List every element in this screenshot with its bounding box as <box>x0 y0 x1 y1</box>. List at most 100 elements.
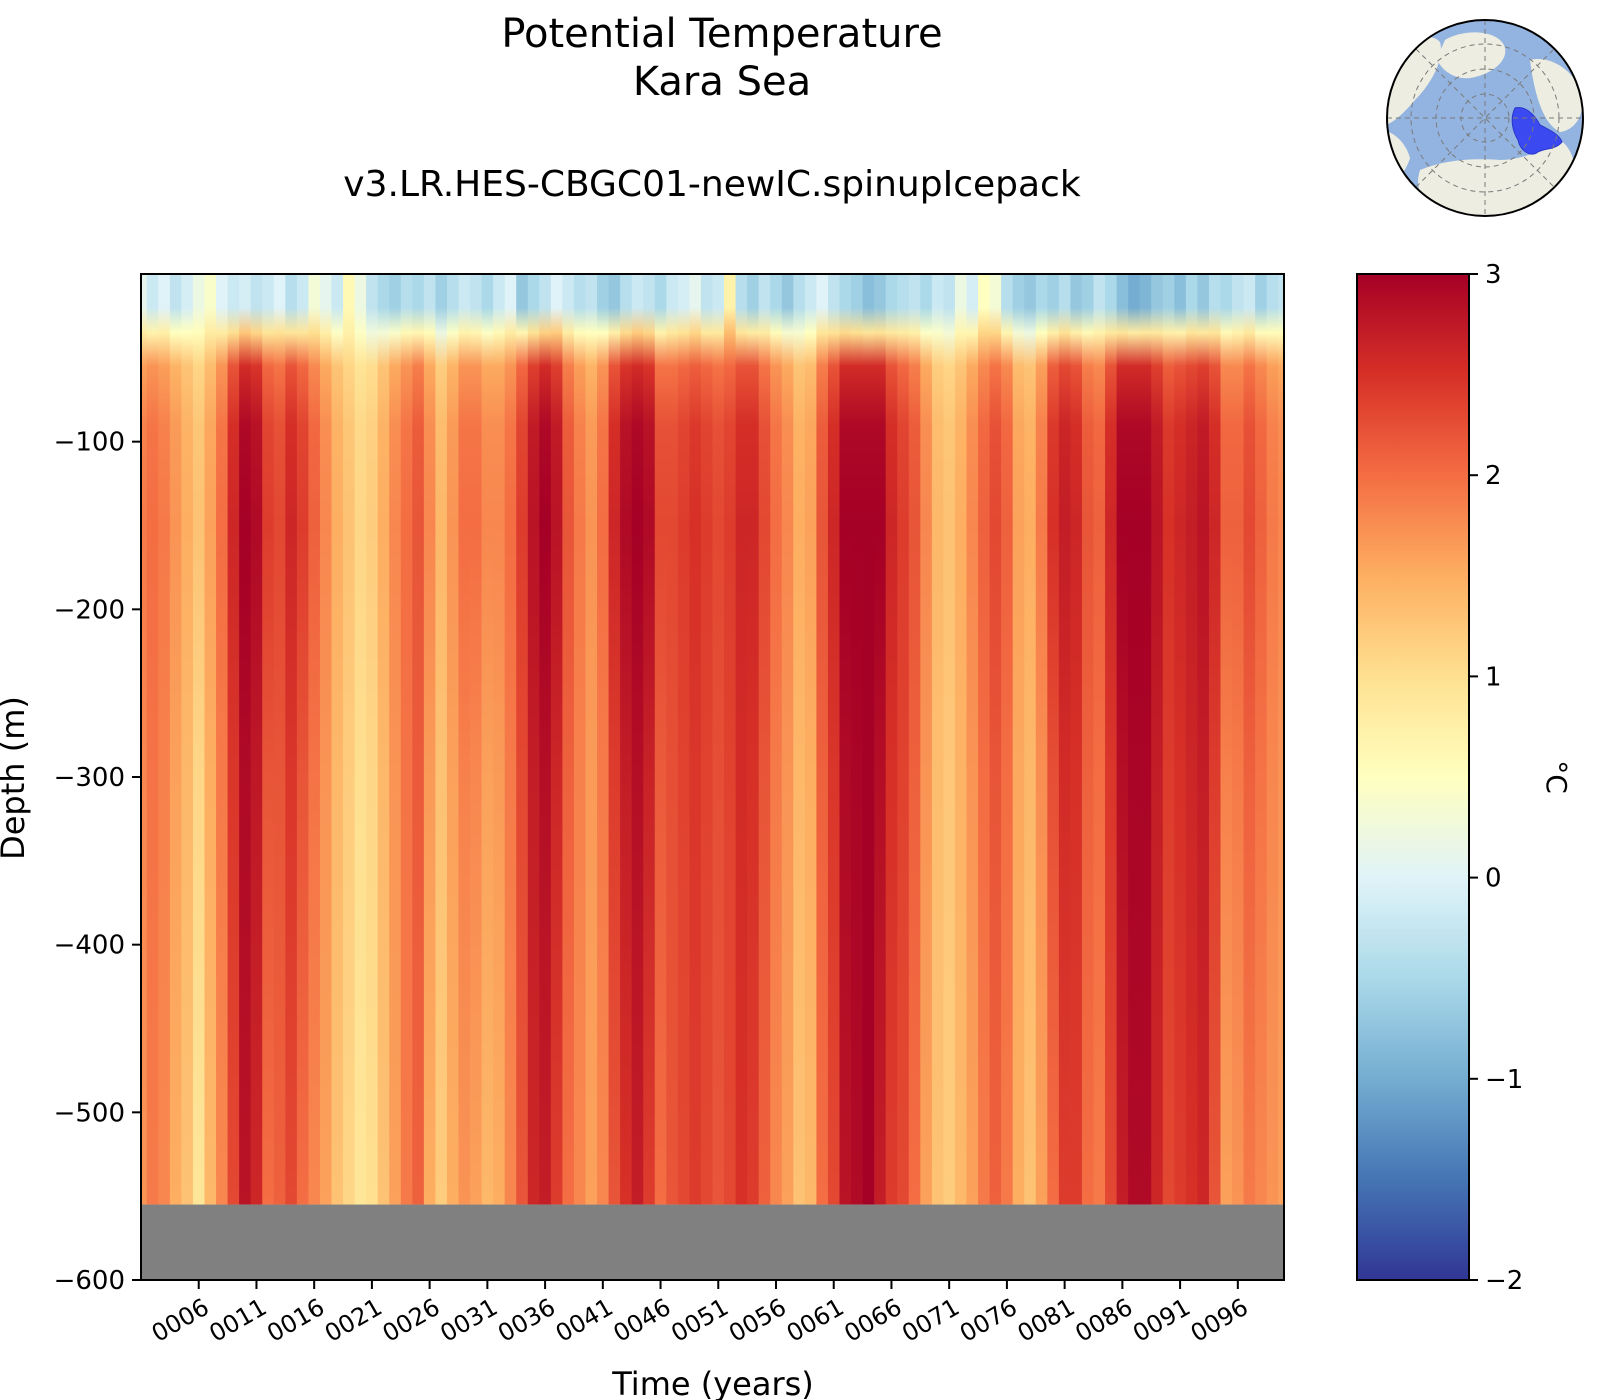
heatmap-column <box>1081 274 1095 1205</box>
map-region-kara-sea <box>1511 106 1563 155</box>
x-tick-label: 0021 <box>320 1293 387 1348</box>
heatmap-column <box>1035 274 1048 1205</box>
map-border <box>1386 19 1584 217</box>
heatmap-column <box>966 274 979 1205</box>
heatmap-column <box>1255 274 1268 1205</box>
colorbar <box>1356 273 1470 1281</box>
x-axis-label: Time (years) <box>611 1365 814 1400</box>
heatmap-column <box>458 274 471 1205</box>
heatmap-column <box>631 274 644 1205</box>
heatmap-column <box>1024 274 1037 1205</box>
heatmap-column <box>1001 274 1014 1205</box>
heatmap-column <box>712 274 725 1205</box>
y-tick-label: −300 <box>54 763 125 793</box>
heatmap-column <box>1139 274 1152 1205</box>
colorbar-axis: 3 2 1 0 −1 −2 <box>1469 260 1523 1296</box>
heatmap-column <box>1116 274 1129 1205</box>
heatmap-column <box>597 274 610 1205</box>
heatmap-column <box>412 274 425 1205</box>
heatmap-column <box>816 274 829 1205</box>
heatmap-column <box>527 274 540 1205</box>
y-tick-label: −100 <box>54 428 125 458</box>
heatmap-area <box>141 274 1284 1205</box>
heatmap-column <box>435 274 448 1205</box>
heatmap-column <box>839 274 852 1205</box>
colorbar-tick-label: 0 <box>1485 864 1502 894</box>
heatmap-column <box>204 274 217 1205</box>
heatmap-column <box>169 274 183 1205</box>
heatmap-column <box>273 274 286 1205</box>
x-tick-label: 0061 <box>782 1293 849 1348</box>
heatmap-column <box>504 274 517 1205</box>
heatmap-column <box>250 274 263 1205</box>
heatmap-column <box>319 274 333 1205</box>
x-tick-label: 0056 <box>724 1293 791 1348</box>
x-tick-label: 0091 <box>1128 1293 1195 1348</box>
heatmap-column <box>908 274 921 1205</box>
heatmap-column <box>689 274 702 1205</box>
heatmap-column <box>1232 274 1245 1205</box>
heatmap-column <box>158 274 171 1205</box>
heatmap-column <box>573 274 587 1205</box>
heatmap-column <box>920 274 933 1205</box>
heatmap-column <box>354 274 367 1205</box>
heatmap-column <box>227 274 240 1205</box>
x-tick-label: 0016 <box>262 1293 329 1348</box>
heatmap-column <box>643 274 656 1205</box>
heatmap-column <box>781 274 794 1205</box>
heatmap-column <box>943 274 956 1205</box>
x-tick-label: 0026 <box>378 1293 445 1348</box>
heatmap-column <box>239 274 252 1205</box>
y-tick-label: −600 <box>54 1266 125 1296</box>
x-tick-label: 0081 <box>1013 1293 1080 1348</box>
heatmap-column <box>724 274 737 1205</box>
heatmap-column <box>366 274 379 1205</box>
heatmap-column <box>343 274 356 1205</box>
heatmap-column <box>1266 274 1279 1205</box>
x-tick-label: 0066 <box>840 1293 907 1348</box>
heatmap-column <box>654 274 667 1205</box>
x-tick-label: 0076 <box>955 1293 1022 1348</box>
heatmap-column <box>954 274 968 1205</box>
heatmap-column <box>804 274 818 1205</box>
heatmap-column <box>770 274 783 1205</box>
heatmap-column <box>493 274 506 1205</box>
heatmap-column <box>400 274 413 1205</box>
x-axis: 0006001100160021002600310036004100460051… <box>147 1280 1253 1348</box>
heatmap-column <box>862 274 875 1205</box>
heatmap-column <box>700 274 714 1205</box>
heatmap-column <box>1220 274 1233 1205</box>
heatmap-column <box>1070 274 1083 1205</box>
heatmap-column <box>1185 274 1199 1205</box>
colorbar-label: °C <box>1540 760 1573 794</box>
x-tick-label: 0031 <box>435 1293 502 1348</box>
heatmap-column <box>851 274 864 1205</box>
heatmap-column <box>1093 274 1106 1205</box>
heatmap-column <box>550 274 564 1205</box>
chart-title: Potential Temperature <box>501 11 942 57</box>
heatmap-column <box>885 274 898 1205</box>
heatmap-column <box>735 274 748 1205</box>
x-tick-label: 0071 <box>897 1293 964 1348</box>
colorbar-tick-label: −2 <box>1485 1266 1523 1296</box>
heatmap-column <box>827 274 841 1205</box>
heatmap-column <box>1151 274 1164 1205</box>
y-tick-label: −500 <box>54 1098 125 1128</box>
heatmap-column <box>620 274 633 1205</box>
heatmap-column <box>931 274 945 1205</box>
heatmap-column <box>423 274 437 1205</box>
heatmap-column <box>1278 274 1284 1205</box>
heatmap-column <box>978 274 991 1205</box>
heatmap-column <box>677 274 691 1205</box>
map-land-siberia <box>1418 140 1576 216</box>
heatmap-column <box>1105 274 1118 1205</box>
heatmap-column <box>262 274 275 1205</box>
colorbar-tick-label: 1 <box>1485 662 1502 692</box>
heatmap-column <box>516 274 529 1205</box>
no-data-region <box>141 1204 1284 1280</box>
x-tick-label: 0041 <box>551 1293 618 1348</box>
x-tick-label: 0046 <box>609 1293 676 1348</box>
heatmap-column <box>1197 274 1210 1205</box>
heatmap-column <box>608 274 621 1205</box>
heatmap-column <box>377 274 390 1205</box>
